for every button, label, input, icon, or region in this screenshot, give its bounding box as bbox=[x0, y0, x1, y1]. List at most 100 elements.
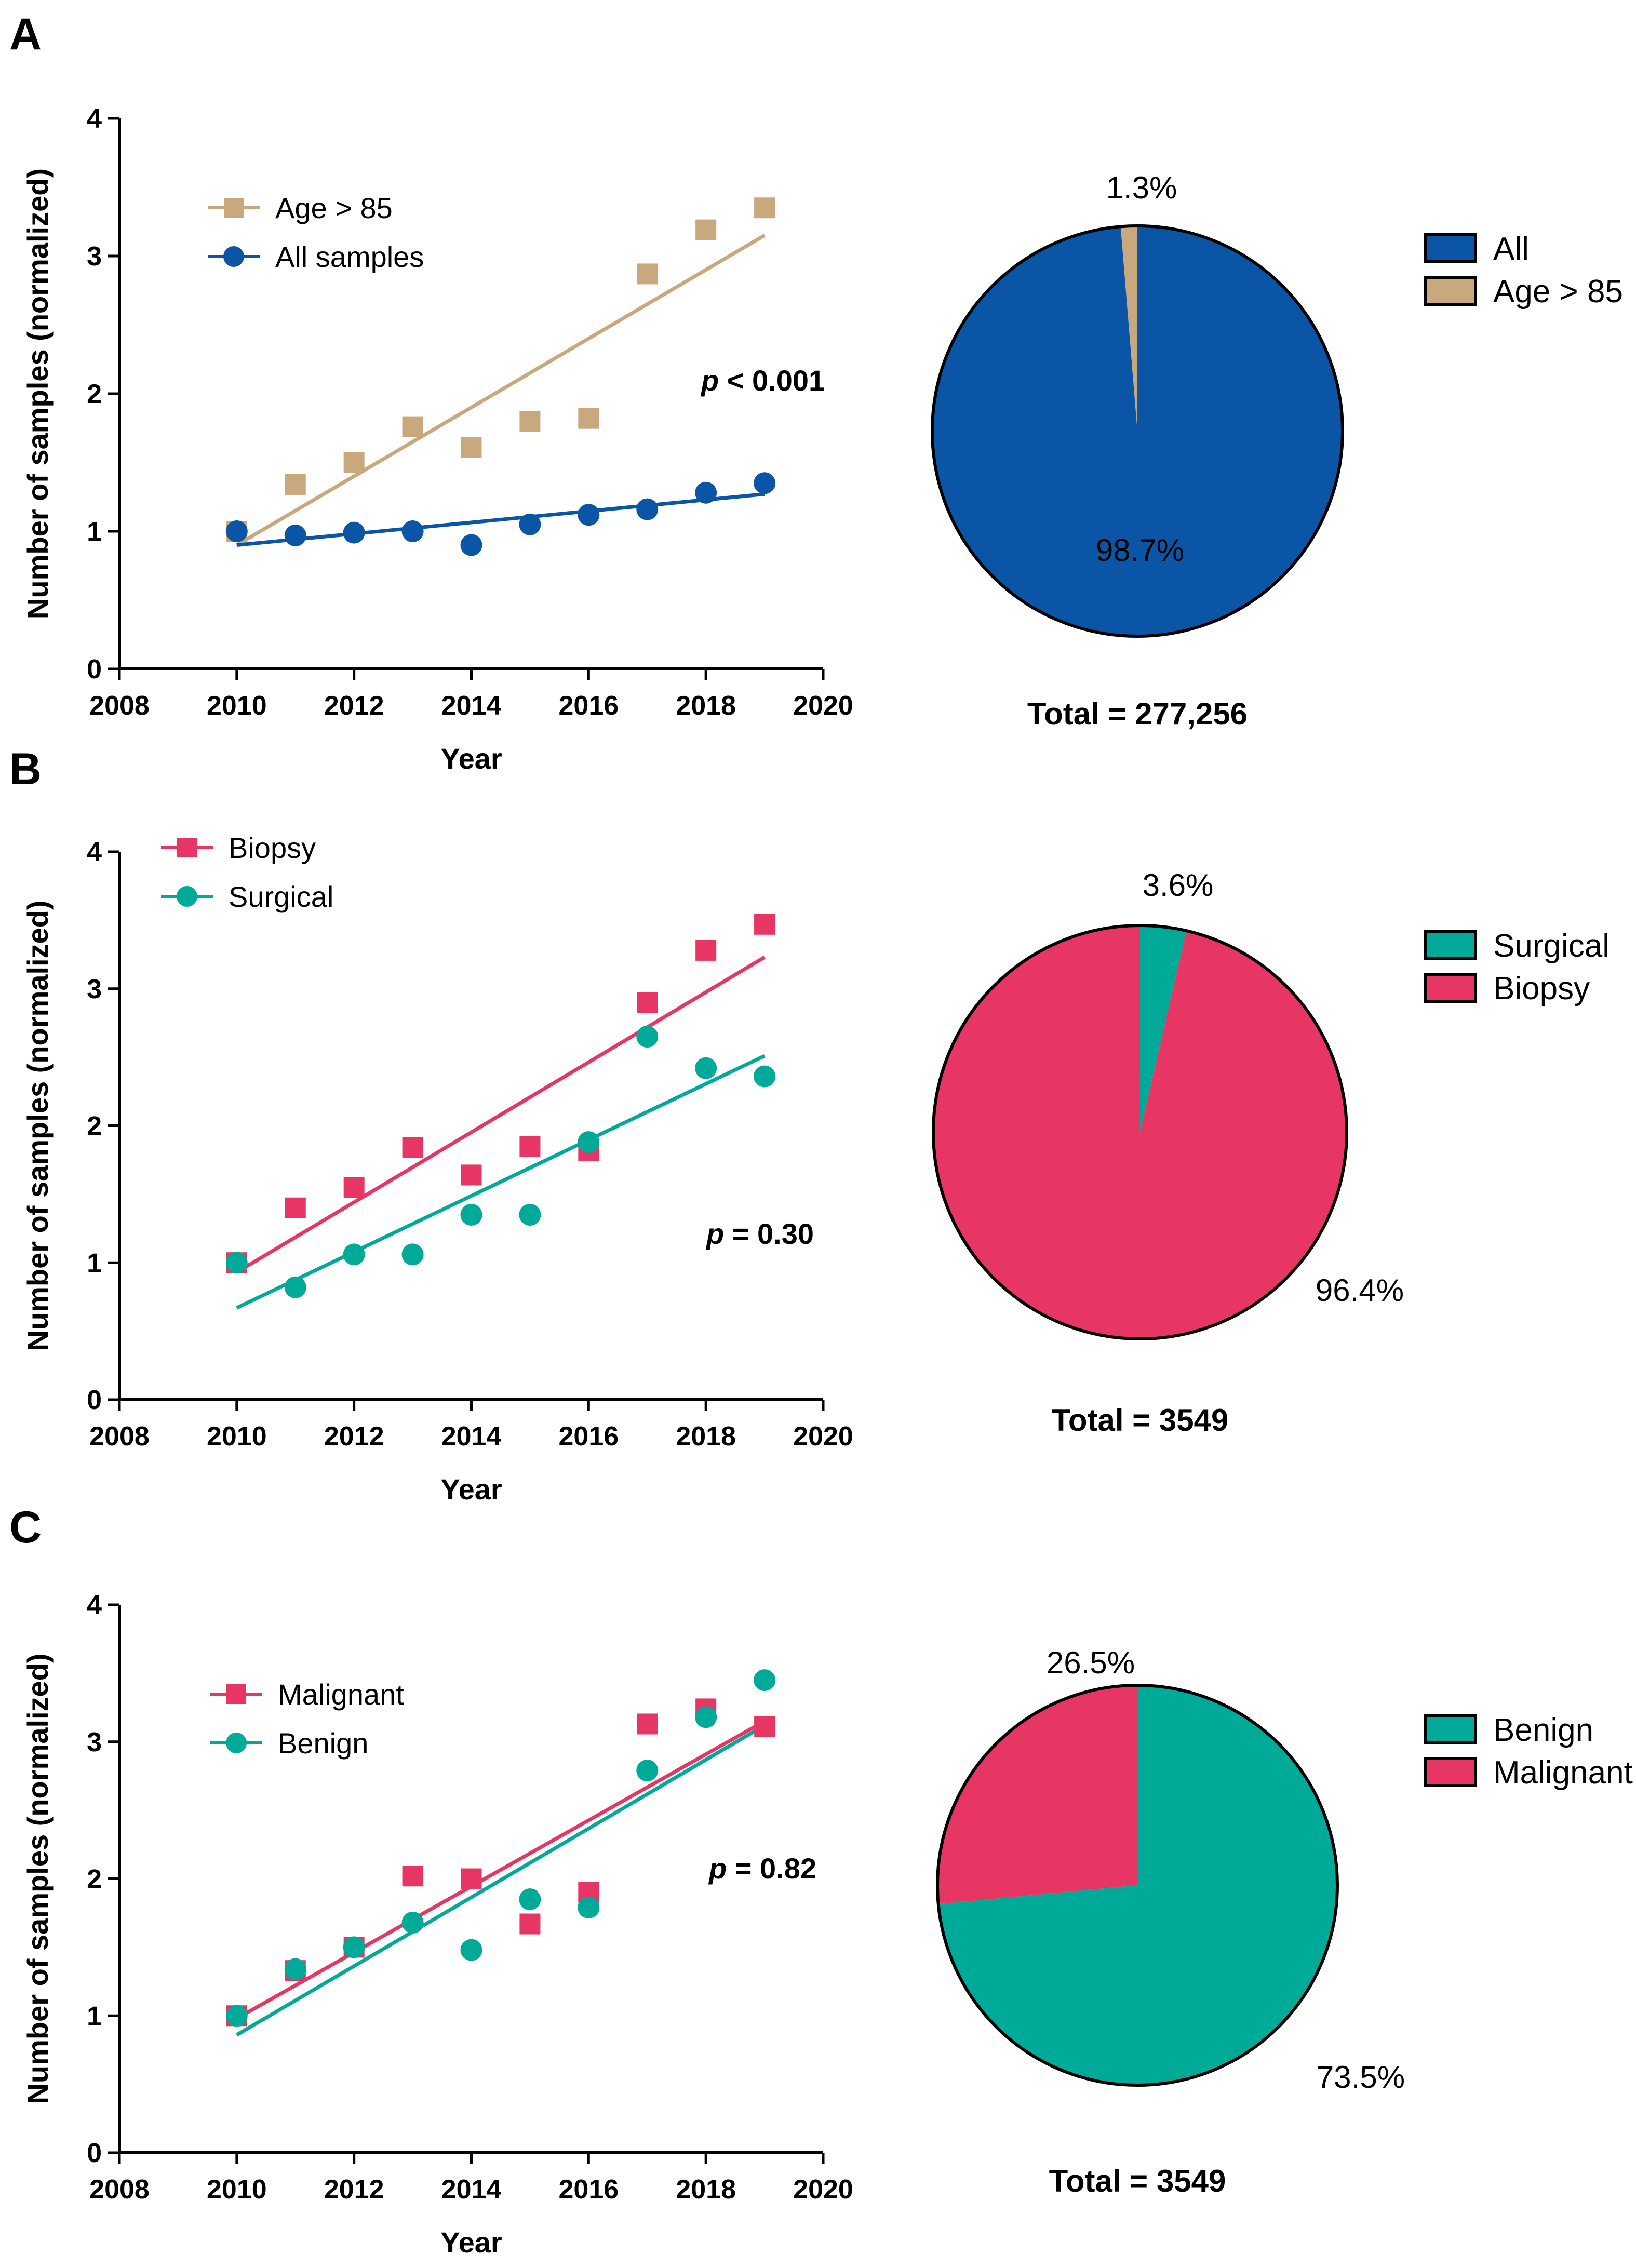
pie-slice-all bbox=[932, 226, 1343, 637]
y-tick-label: 4 bbox=[87, 837, 102, 867]
x-tick-label: 2008 bbox=[89, 1421, 150, 1452]
fit-line-all-samples bbox=[236, 492, 765, 547]
data-point-circle bbox=[401, 1243, 424, 1266]
pie-slice-malignant bbox=[937, 1685, 1137, 1904]
data-point-circle bbox=[225, 2005, 248, 2027]
data-point-square bbox=[461, 1164, 482, 1186]
data-point-circle bbox=[519, 1888, 541, 1911]
p-value-label: p = 0.82 bbox=[708, 1852, 816, 1885]
x-tick-label: 2018 bbox=[676, 1421, 736, 1452]
data-point-circle bbox=[578, 1896, 600, 1918]
y-tick-label: 0 bbox=[87, 2138, 102, 2168]
x-tick-label: 2010 bbox=[207, 691, 267, 721]
data-point-circle bbox=[343, 1243, 365, 1266]
pie-total-label: Total = 3549 bbox=[1052, 1403, 1229, 1438]
data-point-circle bbox=[754, 1065, 776, 1088]
pie-outline bbox=[936, 1684, 1339, 2087]
data-point-circle bbox=[754, 472, 776, 494]
data-point-circle bbox=[284, 1276, 306, 1298]
pie-outline bbox=[932, 924, 1348, 1340]
data-point-square bbox=[461, 1868, 482, 1889]
fit-line-benign bbox=[236, 1724, 766, 2037]
pie-percent-label: 3.6% bbox=[1143, 868, 1214, 903]
pie-legend-label: Age > 85 bbox=[1493, 274, 1623, 310]
panel-a: A 0 1 2 3 4 2008 2010 2012 2014 2016 2018 2020 Year Nu… bbox=[9, 9, 1623, 775]
y-tick-label: 1 bbox=[87, 2001, 102, 2031]
y-axis-title: Number of samples (normalized) bbox=[21, 168, 54, 619]
data-point-square bbox=[637, 263, 658, 285]
data-point-circle bbox=[343, 1936, 365, 1958]
data-point-square bbox=[754, 914, 775, 935]
p-value-label: p = 0.30 bbox=[705, 1217, 814, 1250]
y-tick-label: 0 bbox=[87, 1385, 102, 1415]
x-tick-label: 2008 bbox=[89, 691, 150, 721]
data-point-circle bbox=[695, 1706, 717, 1728]
data-point-square bbox=[695, 940, 717, 961]
data-point-circle bbox=[401, 520, 424, 542]
panel-c: C 0 1 2 3 4 2008 2010 2012 2014 2016 2018 2020 Year Nu… bbox=[9, 1502, 1633, 2259]
data-point-circle bbox=[225, 1252, 248, 1274]
y-tick-label: 2 bbox=[87, 1864, 102, 1895]
data-point-square bbox=[578, 408, 599, 429]
pie-slice-benign bbox=[938, 1685, 1337, 2086]
data-point-square bbox=[461, 437, 482, 458]
fit-line-biopsy bbox=[236, 956, 766, 1274]
panel-label: A bbox=[9, 9, 42, 59]
data-point-square bbox=[519, 411, 541, 432]
pie-total-label: Total = 277,256 bbox=[1027, 696, 1248, 731]
data-point-circle bbox=[284, 524, 306, 546]
y-tick-label: 1 bbox=[87, 1248, 102, 1278]
x-tick-label: 2016 bbox=[558, 691, 619, 721]
pie-percent-label: 73.5% bbox=[1317, 2060, 1405, 2095]
pie-legend-label: Benign bbox=[1493, 1712, 1593, 1748]
legend-label: Age > 85 bbox=[275, 192, 393, 224]
x-axis-title: Year bbox=[440, 1473, 502, 1506]
y-tick-label: 2 bbox=[87, 1111, 102, 1142]
x-tick-label: 2010 bbox=[207, 1421, 267, 1452]
y-tick-label: 1 bbox=[87, 517, 102, 547]
data-point-circle bbox=[460, 1203, 482, 1226]
data-point-square bbox=[285, 474, 306, 495]
y-tick-label: 3 bbox=[87, 974, 102, 1004]
data-point-square bbox=[402, 416, 423, 437]
data-point-square bbox=[402, 1137, 423, 1158]
pie-legend-swatch bbox=[1424, 973, 1477, 1003]
panel-label: B bbox=[9, 744, 42, 794]
x-tick-label: 2014 bbox=[441, 691, 502, 721]
y-tick-label: 0 bbox=[87, 654, 102, 685]
data-point-square bbox=[519, 1136, 541, 1157]
panel-b: B 0 1 2 3 4 2008 2010 2012 2014 2016 2018 2020 Year Nu… bbox=[9, 744, 1610, 1506]
data-point-circle bbox=[460, 534, 482, 556]
x-tick-label: 2020 bbox=[793, 2175, 853, 2205]
pie-legend-label: Biopsy bbox=[1493, 971, 1590, 1006]
data-point-square bbox=[695, 219, 717, 240]
x-tick-label: 2012 bbox=[324, 2175, 384, 2205]
fit-line-surgical bbox=[236, 1054, 766, 1310]
pie-percent-label: 98.7% bbox=[1096, 533, 1184, 568]
x-tick-label: 2008 bbox=[89, 2175, 150, 2205]
data-point-circle bbox=[225, 520, 248, 542]
data-point-circle bbox=[284, 1958, 306, 1980]
pie-legend-label: All bbox=[1493, 231, 1529, 267]
legend-label: All samples bbox=[275, 240, 424, 273]
legend-marker-circle bbox=[177, 886, 197, 907]
data-point-square bbox=[754, 197, 775, 219]
x-axis-title: Year bbox=[440, 742, 502, 775]
y-axis-title: Number of samples (normalized) bbox=[21, 1653, 54, 2104]
data-point-circle bbox=[460, 1939, 482, 1961]
legend-label: Biopsy bbox=[229, 831, 316, 864]
data-point-circle bbox=[636, 1026, 659, 1048]
x-tick-label: 2016 bbox=[558, 1421, 619, 1452]
pie-legend-swatch bbox=[1424, 233, 1477, 263]
data-point-square bbox=[343, 1177, 365, 1198]
pie-slice-biopsy bbox=[933, 925, 1347, 1339]
legend-marker-square bbox=[224, 198, 244, 218]
pie-slice-surgical bbox=[1140, 925, 1187, 1132]
x-tick-label: 2018 bbox=[676, 691, 736, 721]
data-point-circle bbox=[695, 1057, 717, 1079]
x-tick-label: 2020 bbox=[793, 691, 853, 721]
y-axis-title: Number of samples (normalized) bbox=[21, 900, 54, 1351]
legend-marker-square bbox=[226, 1684, 246, 1704]
data-point-square bbox=[343, 452, 365, 473]
